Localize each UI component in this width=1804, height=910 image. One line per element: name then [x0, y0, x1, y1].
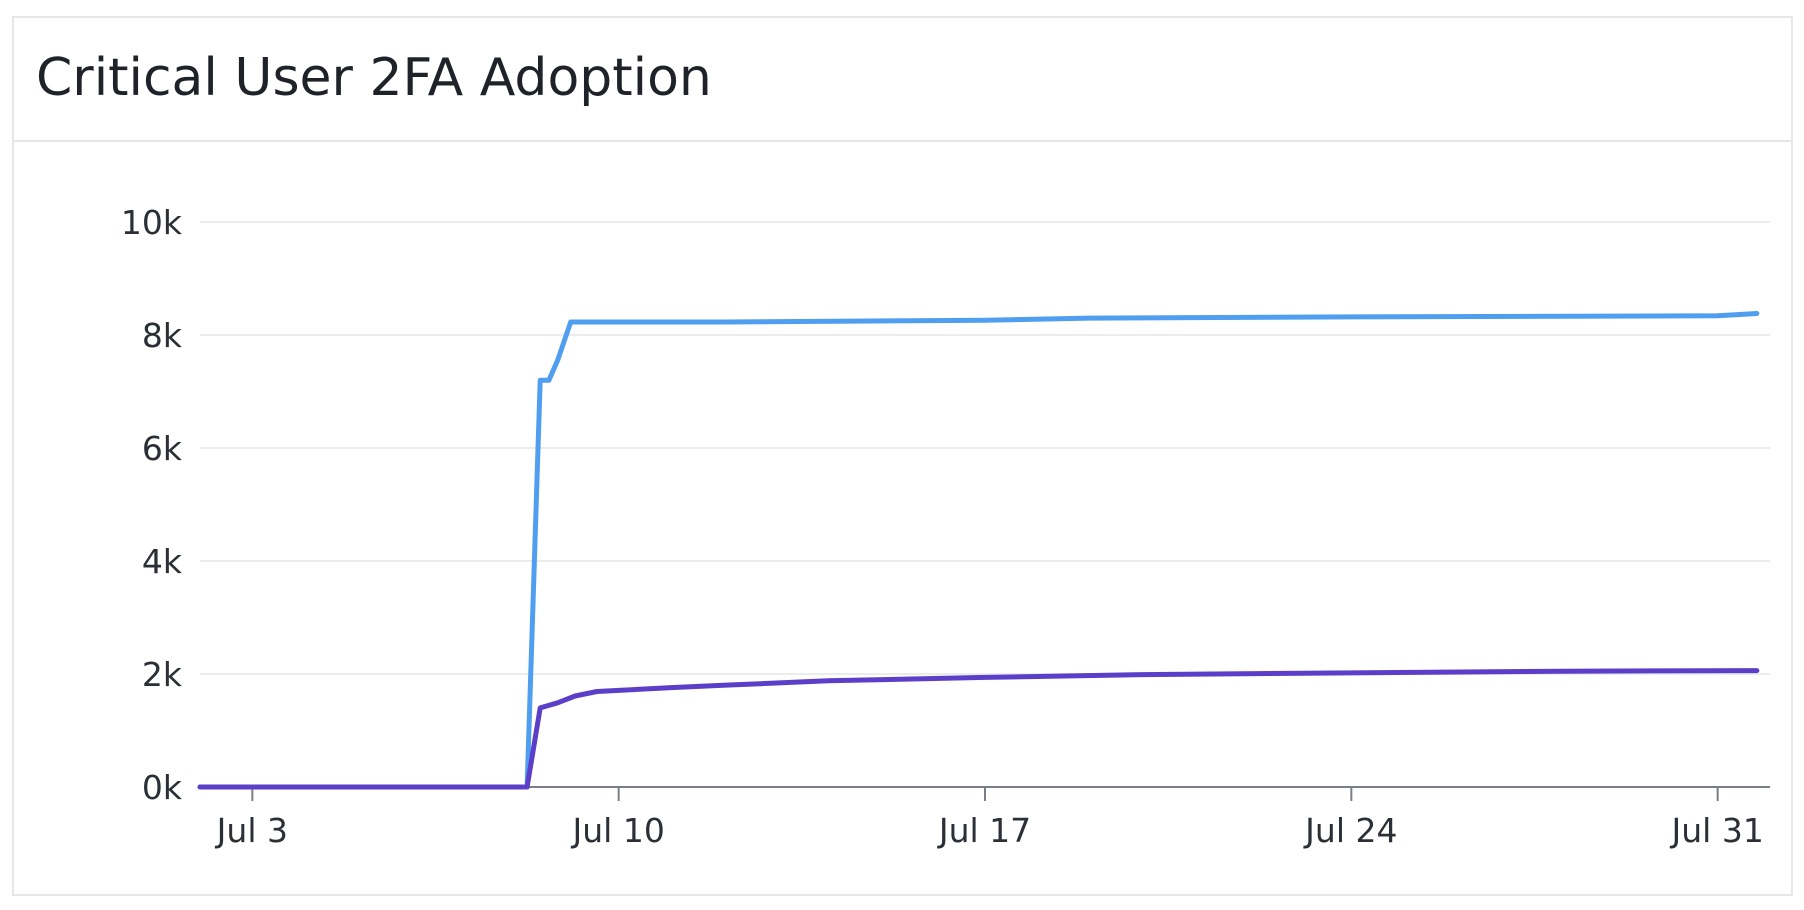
y-tick-label: 10k	[121, 203, 183, 242]
x-tick-label: Jul 24	[1303, 811, 1397, 850]
x-tick-label: Jul 10	[571, 811, 665, 850]
series-line-2[interactable]	[197, 668, 1760, 790]
x-tick-label: Jul 3	[215, 811, 288, 850]
panel-header: Critical User 2FA Adoption	[14, 18, 1791, 142]
series-lines[interactable]	[197, 311, 1760, 790]
x-tick-label: Jul 31	[1670, 811, 1764, 850]
chart-panel: Critical User 2FA Adoption	[12, 16, 1793, 896]
x-axis: Jul 3 Jul 10 Jul 17 Jul 24 Jul 31	[200, 786, 1770, 850]
y-tick-label: 0k	[142, 768, 183, 807]
grid-lines	[200, 221, 1770, 675]
y-tick-label: 2k	[142, 655, 183, 694]
y-axis: 0k 2k 4k 6k 8k 10k	[121, 203, 183, 807]
panel-title: Critical User 2FA Adoption	[36, 48, 712, 108]
y-tick-label: 8k	[142, 316, 183, 355]
x-tick-label: Jul 17	[937, 811, 1031, 850]
y-tick-label: 6k	[142, 429, 183, 468]
y-tick-label: 4k	[142, 542, 183, 581]
series-line-1[interactable]	[197, 311, 1760, 790]
